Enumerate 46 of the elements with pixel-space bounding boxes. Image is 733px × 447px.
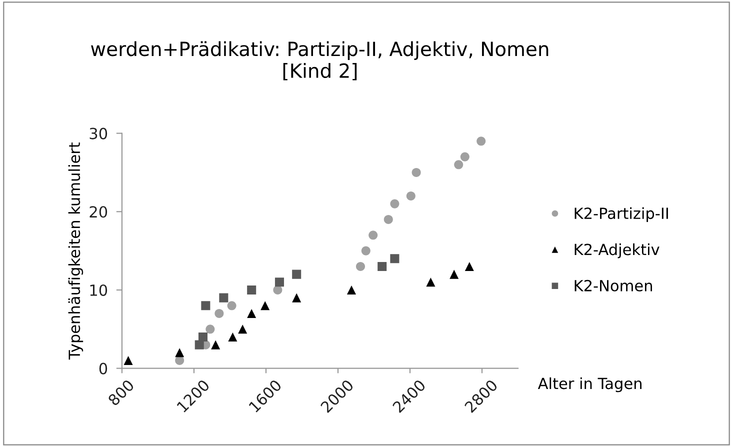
point [390,199,400,208]
legend-label: K2-Adjektiv [574,243,660,258]
point [228,332,238,342]
point [406,191,416,200]
point [260,301,270,310]
point [247,308,256,318]
point [412,168,421,177]
point [214,308,224,318]
point [450,270,459,279]
point [476,136,486,146]
point [175,348,184,358]
point [206,324,215,334]
point [378,262,387,271]
legend-label: K2-Partizip-II [574,207,668,222]
point [464,262,474,271]
y-tick-label: 0 [99,362,108,374]
y-tick-label: 10 [90,284,108,296]
point [384,214,393,224]
point [175,356,184,366]
point [346,285,356,294]
point [390,254,400,264]
legend-label: K2-Nomen [574,280,652,292]
x-tick-label: 800 [107,378,135,406]
point [194,340,204,350]
point [219,293,228,302]
y-axis-title: Typenhäufigkeiten kumuliert [68,142,84,360]
y-tick-label: 30 [90,128,108,140]
point [426,278,436,287]
point [460,152,470,162]
point [211,340,220,350]
point [454,160,464,170]
point [361,246,370,256]
point [201,301,210,310]
point [124,356,133,366]
point [368,230,378,240]
point [356,262,366,271]
point [292,293,302,302]
chart-title: werden+Prädikativ: Partizip-II, Adjektiv, Nomen [Kind 2] [91,41,548,80]
y-tick-label: 20 [90,206,108,218]
point [274,278,284,287]
point [247,285,256,294]
point [198,332,208,342]
point [292,270,302,279]
point [238,324,248,334]
x-axis-title: Alter in Tagen [538,377,642,392]
point [227,301,236,310]
